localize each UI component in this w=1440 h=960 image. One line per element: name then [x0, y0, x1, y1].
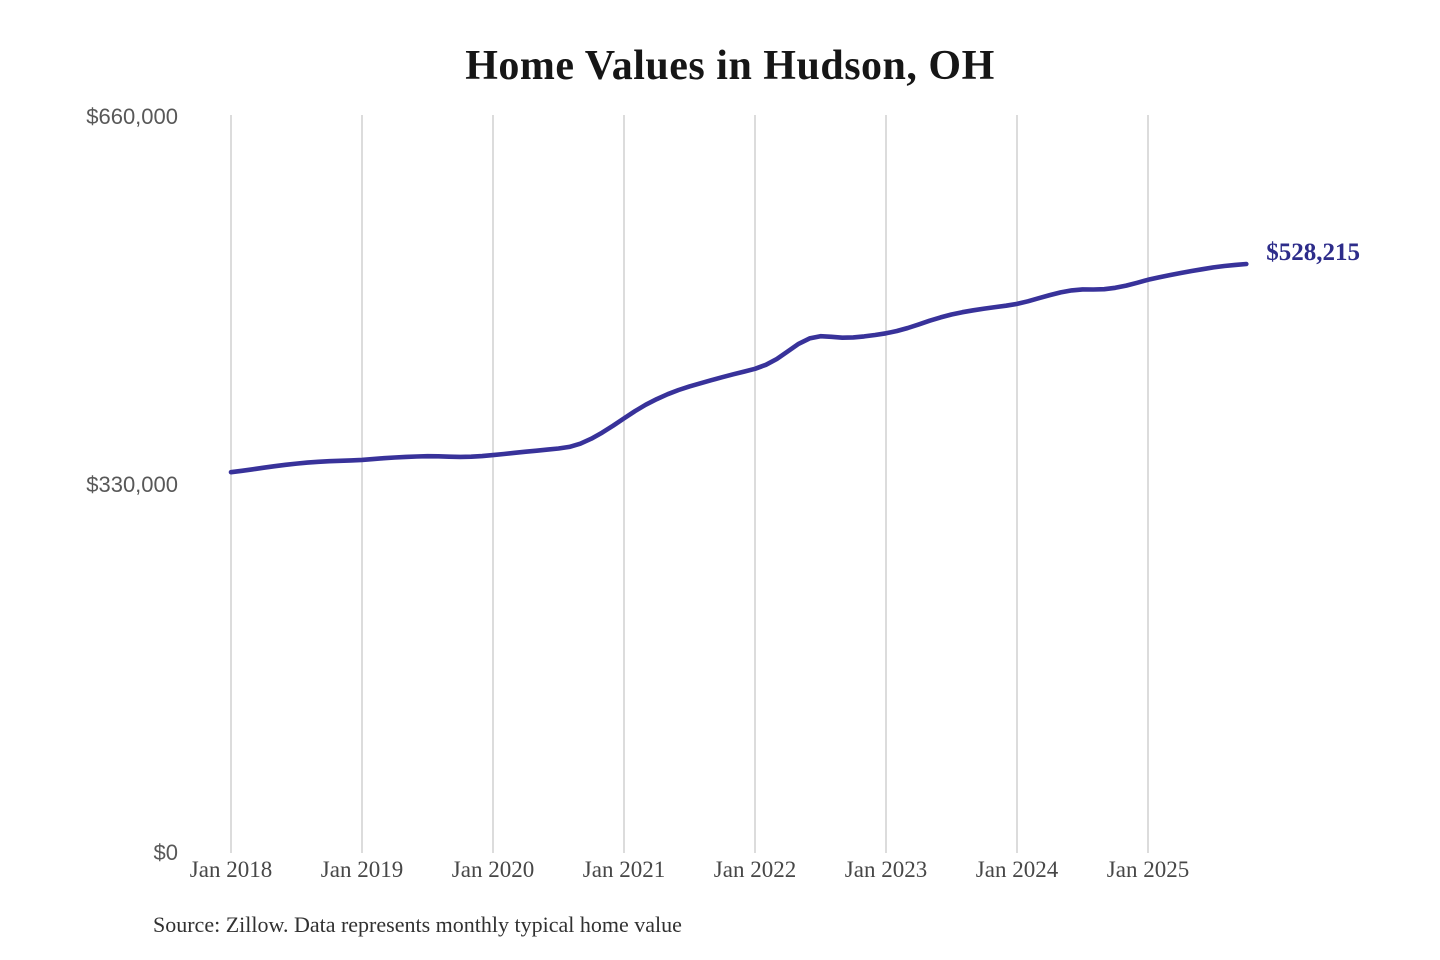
x-axis-label: Jan 2023	[844, 857, 928, 882]
end-value-label: $528,215	[1266, 238, 1360, 266]
y-axis-label: $330,000	[86, 472, 178, 497]
y-axis-label: $660,000	[86, 104, 178, 129]
price-line	[228, 261, 1249, 475]
chart-title: Home Values in Hudson, OH	[465, 43, 995, 89]
x-axis-label: Jan 2019	[320, 857, 404, 882]
x-axis-label: Jan 2022	[713, 857, 797, 882]
x-axis-label: Jan 2018	[189, 857, 273, 882]
source-note: Source: Zillow. Data represents monthly …	[153, 912, 682, 937]
y-axis-label: $0	[153, 840, 178, 865]
x-axis-label: Jan 2020	[451, 857, 535, 882]
x-axis-label: Jan 2024	[975, 857, 1059, 882]
x-axis-label: Jan 2021	[582, 857, 666, 882]
x-axis-label: Jan 2025	[1106, 857, 1190, 882]
